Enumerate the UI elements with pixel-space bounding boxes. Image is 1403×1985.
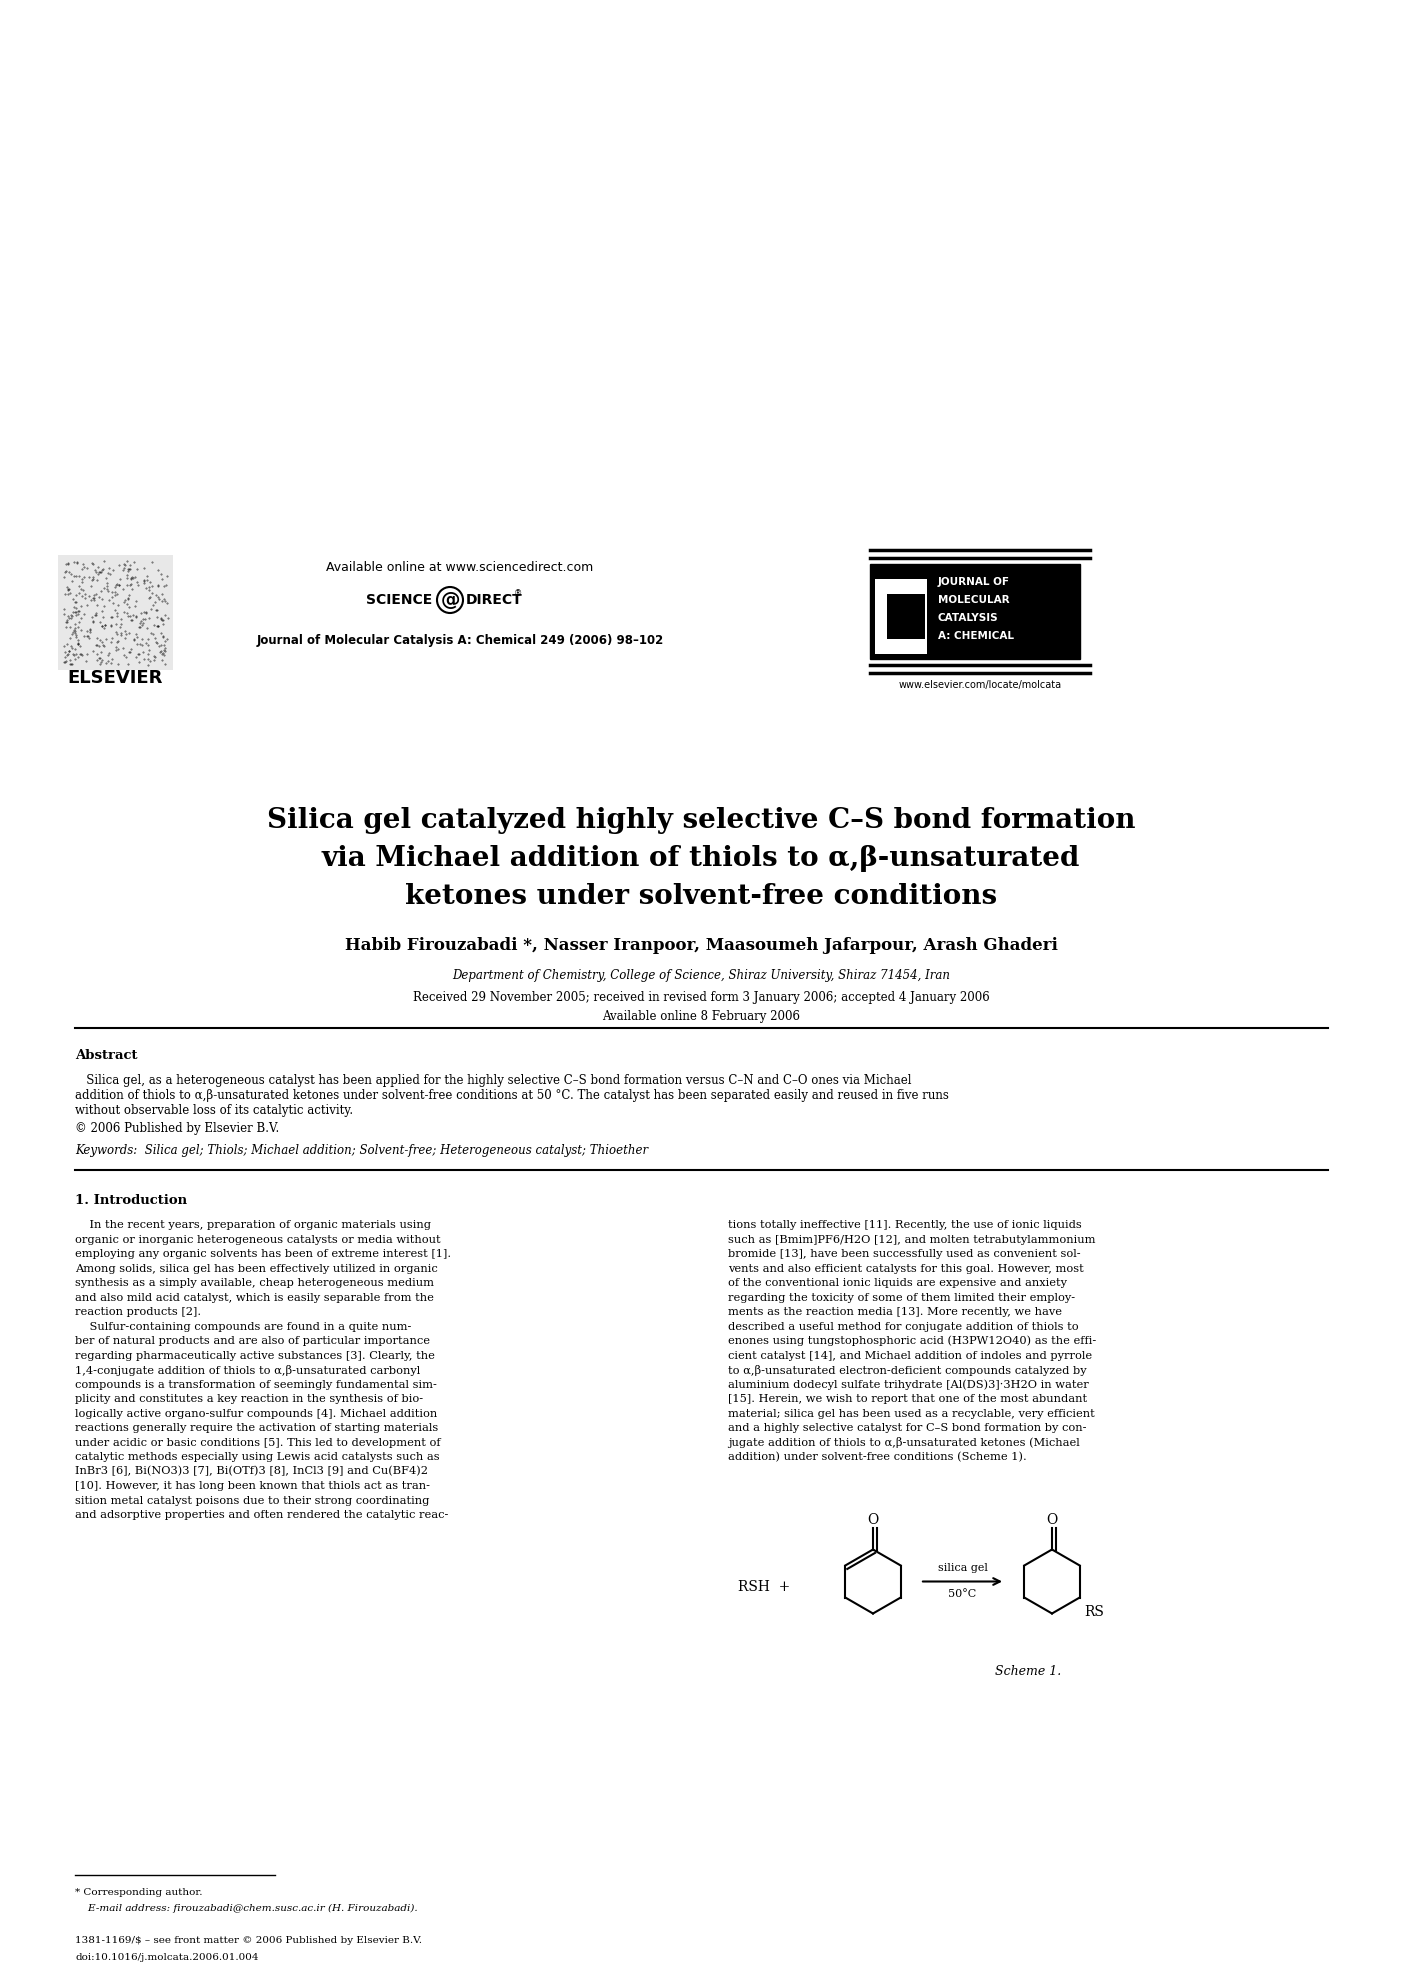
Text: Journal of Molecular Catalysis A: Chemical 249 (2006) 98–102: Journal of Molecular Catalysis A: Chemic… xyxy=(257,633,664,647)
Text: plicity and constitutes a key reaction in the synthesis of bio-: plicity and constitutes a key reaction i… xyxy=(74,1393,424,1403)
Text: regarding pharmaceutically active substances [3]. Clearly, the: regarding pharmaceutically active substa… xyxy=(74,1350,435,1360)
Text: O: O xyxy=(1047,1513,1058,1526)
Text: Silica gel, as a heterogeneous catalyst has been applied for the highly selectiv: Silica gel, as a heterogeneous catalyst … xyxy=(74,1074,912,1086)
Text: ments as the reaction media [13]. More recently, we have: ments as the reaction media [13]. More r… xyxy=(728,1306,1062,1316)
Bar xyxy=(870,564,1080,659)
Text: without observable loss of its catalytic activity.: without observable loss of its catalytic… xyxy=(74,1104,354,1116)
Text: enones using tungstophosphoric acid (H3PW12O40) as the effi-: enones using tungstophosphoric acid (H3P… xyxy=(728,1336,1096,1346)
Text: 1. Introduction: 1. Introduction xyxy=(74,1193,187,1207)
Text: www.elsevier.com/locate/molcata: www.elsevier.com/locate/molcata xyxy=(898,681,1062,691)
Text: of the conventional ionic liquids are expensive and anxiety: of the conventional ionic liquids are ex… xyxy=(728,1278,1068,1288)
Text: and a highly selective catalyst for C–S bond formation by con-: and a highly selective catalyst for C–S … xyxy=(728,1423,1086,1433)
Text: Silica gel catalyzed highly selective C–S bond formation: Silica gel catalyzed highly selective C–… xyxy=(267,806,1135,834)
Text: regarding the toxicity of some of them limited their employ-: regarding the toxicity of some of them l… xyxy=(728,1292,1075,1302)
Text: catalytic methods especially using Lewis acid catalysts such as: catalytic methods especially using Lewis… xyxy=(74,1451,439,1463)
Text: ketones under solvent-free conditions: ketones under solvent-free conditions xyxy=(405,883,998,909)
Text: Habib Firouzabadi *, Nasser Iranpoor, Maasoumeh Jafarpour, Arash Ghaderi: Habib Firouzabadi *, Nasser Iranpoor, Ma… xyxy=(345,937,1058,953)
Text: CATALYSIS: CATALYSIS xyxy=(939,613,999,623)
Text: described a useful method for conjugate addition of thiols to: described a useful method for conjugate … xyxy=(728,1322,1079,1332)
Text: [15]. Herein, we wish to report that one of the most abundant: [15]. Herein, we wish to report that one… xyxy=(728,1393,1087,1403)
Text: © 2006 Published by Elsevier B.V.: © 2006 Published by Elsevier B.V. xyxy=(74,1122,279,1135)
Text: DIRECT: DIRECT xyxy=(466,594,523,607)
Text: Abstract: Abstract xyxy=(74,1048,137,1062)
Text: to α,β-unsaturated electron-deficient compounds catalyzed by: to α,β-unsaturated electron-deficient co… xyxy=(728,1364,1087,1376)
Text: Among solids, silica gel has been effectively utilized in organic: Among solids, silica gel has been effect… xyxy=(74,1264,438,1274)
Text: silica gel: silica gel xyxy=(937,1562,988,1572)
Text: such as [Bmim]PF6/H2O [12], and molten tetrabutylammonium: such as [Bmim]PF6/H2O [12], and molten t… xyxy=(728,1235,1096,1245)
Text: ber of natural products and are also of particular importance: ber of natural products and are also of … xyxy=(74,1336,429,1346)
Text: ®: ® xyxy=(513,590,522,599)
Text: employing any organic solvents has been of extreme interest [1].: employing any organic solvents has been … xyxy=(74,1249,452,1258)
Text: vents and also efficient catalysts for this goal. However, most: vents and also efficient catalysts for t… xyxy=(728,1264,1083,1274)
Text: organic or inorganic heterogeneous catalysts or media without: organic or inorganic heterogeneous catal… xyxy=(74,1235,441,1245)
Text: In the recent years, preparation of organic materials using: In the recent years, preparation of orga… xyxy=(74,1221,431,1231)
Text: doi:10.1016/j.molcata.2006.01.004: doi:10.1016/j.molcata.2006.01.004 xyxy=(74,1953,258,1961)
Text: material; silica gel has been used as a recyclable, very efficient: material; silica gel has been used as a … xyxy=(728,1409,1094,1419)
Text: addition) under solvent-free conditions (Scheme 1).: addition) under solvent-free conditions … xyxy=(728,1451,1027,1463)
Text: cient catalyst [14], and Michael addition of indoles and pyrrole: cient catalyst [14], and Michael additio… xyxy=(728,1350,1092,1360)
Text: E-mail address: firouzabadi@chem.susc.ac.ir (H. Firouzabadi).: E-mail address: firouzabadi@chem.susc.ac… xyxy=(74,1904,418,1914)
Text: and also mild acid catalyst, which is easily separable from the: and also mild acid catalyst, which is ea… xyxy=(74,1292,434,1302)
Text: Available online at www.sciencedirect.com: Available online at www.sciencedirect.co… xyxy=(327,560,593,574)
Text: @: @ xyxy=(441,590,460,609)
Text: and adsorptive properties and often rendered the catalytic reac-: and adsorptive properties and often rend… xyxy=(74,1511,449,1521)
Text: aluminium dodecyl sulfate trihydrate [Al(DS)3]·3H2O in water: aluminium dodecyl sulfate trihydrate [Al… xyxy=(728,1380,1089,1389)
Bar xyxy=(58,556,173,671)
Text: InBr3 [6], Bi(NO3)3 [7], Bi(OTf)3 [8], InCl3 [9] and Cu(BF4)2: InBr3 [6], Bi(NO3)3 [7], Bi(OTf)3 [8], I… xyxy=(74,1467,428,1477)
Text: SCIENCE: SCIENCE xyxy=(366,594,432,607)
Text: reaction products [2].: reaction products [2]. xyxy=(74,1306,201,1316)
Text: addition of thiols to α,β-unsaturated ketones under solvent-free conditions at 5: addition of thiols to α,β-unsaturated ke… xyxy=(74,1088,948,1102)
Text: tions totally ineffective [11]. Recently, the use of ionic liquids: tions totally ineffective [11]. Recently… xyxy=(728,1221,1082,1231)
Text: Sulfur-containing compounds are found in a quite num-: Sulfur-containing compounds are found in… xyxy=(74,1322,411,1332)
Text: synthesis as a simply available, cheap heterogeneous medium: synthesis as a simply available, cheap h… xyxy=(74,1278,434,1288)
Text: under acidic or basic conditions [5]. This led to development of: under acidic or basic conditions [5]. Th… xyxy=(74,1437,441,1447)
Text: jugate addition of thiols to α,β-unsaturated ketones (Michael: jugate addition of thiols to α,β-unsatur… xyxy=(728,1437,1080,1447)
Text: JOURNAL OF: JOURNAL OF xyxy=(939,578,1010,588)
Text: compounds is a transformation of seemingly fundamental sim-: compounds is a transformation of seeming… xyxy=(74,1380,436,1389)
Text: O: O xyxy=(867,1513,878,1526)
Bar xyxy=(875,580,927,653)
Text: A: CHEMICAL: A: CHEMICAL xyxy=(939,631,1014,641)
Text: ELSEVIER: ELSEVIER xyxy=(67,669,163,687)
Text: 1381-1169/$ – see front matter © 2006 Published by Elsevier B.V.: 1381-1169/$ – see front matter © 2006 Pu… xyxy=(74,1935,422,1945)
Bar xyxy=(887,594,925,639)
Text: reactions generally require the activation of starting materials: reactions generally require the activati… xyxy=(74,1423,438,1433)
Text: * Corresponding author.: * Corresponding author. xyxy=(74,1888,202,1896)
Text: logically active organo-sulfur compounds [4]. Michael addition: logically active organo-sulfur compounds… xyxy=(74,1409,438,1419)
Text: sition metal catalyst poisons due to their strong coordinating: sition metal catalyst poisons due to the… xyxy=(74,1495,429,1505)
Text: Received 29 November 2005; received in revised form 3 January 2006; accepted 4 J: Received 29 November 2005; received in r… xyxy=(412,991,989,1004)
Text: Scheme 1.: Scheme 1. xyxy=(995,1665,1061,1677)
Text: 50°C: 50°C xyxy=(948,1588,976,1598)
Text: Available online 8 February 2006: Available online 8 February 2006 xyxy=(602,1010,800,1022)
Text: Keywords:  Silica gel; Thiols; Michael addition; Solvent-free; Heterogeneous cat: Keywords: Silica gel; Thiols; Michael ad… xyxy=(74,1143,648,1157)
Text: Department of Chemistry, College of Science, Shiraz University, Shiraz 71454, Ir: Department of Chemistry, College of Scie… xyxy=(452,969,950,981)
Text: bromide [13], have been successfully used as convenient sol-: bromide [13], have been successfully use… xyxy=(728,1249,1080,1258)
Text: [10]. However, it has long been known that thiols act as tran-: [10]. However, it has long been known th… xyxy=(74,1481,429,1491)
Text: 1,4-conjugate addition of thiols to α,β-unsaturated carbonyl: 1,4-conjugate addition of thiols to α,β-… xyxy=(74,1364,421,1376)
Text: MOLECULAR: MOLECULAR xyxy=(939,596,1010,605)
Text: via Michael addition of thiols to α,β-unsaturated: via Michael addition of thiols to α,β-un… xyxy=(321,844,1080,871)
Text: RSH  +: RSH + xyxy=(738,1580,790,1594)
Text: RS: RS xyxy=(1085,1604,1104,1618)
